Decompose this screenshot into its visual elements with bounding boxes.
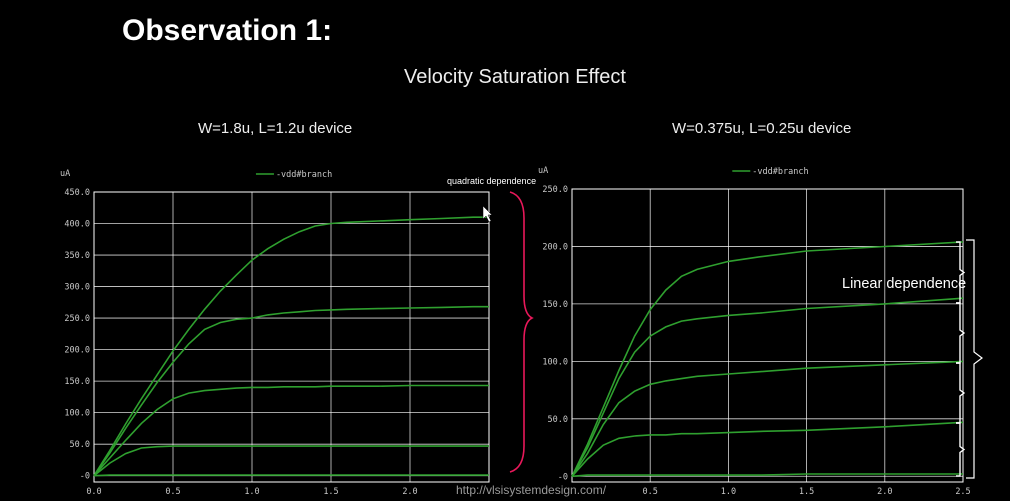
left-legend-label: -vdd#branch xyxy=(276,170,332,180)
left-xtick-label: 2.0 xyxy=(402,487,417,497)
slide-title: Observation 1: xyxy=(122,14,333,47)
right-ylabel: uA xyxy=(538,166,548,176)
left-series-line-1 xyxy=(93,216,489,477)
right-series-line-2 xyxy=(571,297,964,477)
left-xtick-label: 1.0 xyxy=(244,487,259,497)
right-xtick-label: 2.0 xyxy=(877,487,892,497)
mouse-cursor-icon xyxy=(482,205,493,223)
left-chart: -0 50.0 100.0 150.0 200.0 250.0 300.0 350.0 400.… xyxy=(60,169,536,497)
right-plot-frame xyxy=(571,188,964,483)
left-series-line-5 xyxy=(93,474,489,477)
right-series-line-4 xyxy=(571,421,964,477)
right-ytick-label: 200.0 xyxy=(542,242,568,252)
right-series-line-5 xyxy=(571,473,963,478)
linear-brace-4 xyxy=(956,422,966,477)
footer-url[interactable]: http://vlsisystemdesign.com/ xyxy=(456,483,607,497)
quadratic-annotation: quadratic dependence xyxy=(447,176,536,186)
right-ytick-label: 50.0 xyxy=(548,415,568,425)
right-series-line-3 xyxy=(571,360,964,477)
left-series-line-3 xyxy=(93,384,489,477)
right-xtick-label: 1.0 xyxy=(721,487,736,497)
left-ytick-label: 50.0 xyxy=(70,440,90,450)
left-ytick-label: 400.0 xyxy=(64,220,90,230)
right-ytick-label: -0 xyxy=(558,472,568,482)
right-xtick-label: 2.5 xyxy=(955,487,970,497)
right-legend-label: -vdd#branch xyxy=(752,167,808,177)
right-xtick-label: 1.5 xyxy=(799,487,814,497)
right-ytick-label: 150.0 xyxy=(542,300,568,310)
left-ytick-label: 250.0 xyxy=(64,314,90,324)
left-series-line-2 xyxy=(93,305,489,477)
left-ytick-label: 200.0 xyxy=(64,346,90,356)
linear-brace-outer xyxy=(966,239,983,479)
right-series-line-1 xyxy=(571,241,964,477)
left-ytick-label: 350.0 xyxy=(64,251,90,261)
left-series-line-4 xyxy=(93,445,489,477)
linear-annotation: Linear dependence xyxy=(842,276,966,292)
left-ytick-label: 100.0 xyxy=(64,409,90,419)
right-xtick-label: 0.5 xyxy=(643,487,658,497)
right-ytick-label: 250.0 xyxy=(542,185,568,195)
left-chart-title: W=1.8u, L=1.2u device xyxy=(198,120,353,137)
right-chart-title: W=0.375u, L=0.25u device xyxy=(672,120,852,137)
quadratic-brace xyxy=(509,191,534,473)
left-xtick-label: 1.5 xyxy=(323,487,338,497)
left-ytick-label: 150.0 xyxy=(64,377,90,387)
left-ytick-label: -0 xyxy=(80,472,90,482)
left-xtick-label: 0.5 xyxy=(165,487,180,497)
right-ytick-label: 100.0 xyxy=(542,357,568,367)
left-ylabel: uA xyxy=(60,169,70,179)
left-ytick-label: 450.0 xyxy=(64,188,90,198)
left-xtick-label: 0.0 xyxy=(86,487,101,497)
left-ytick-label: 300.0 xyxy=(64,283,90,293)
slide-subtitle: Velocity Saturation Effect xyxy=(404,66,626,88)
